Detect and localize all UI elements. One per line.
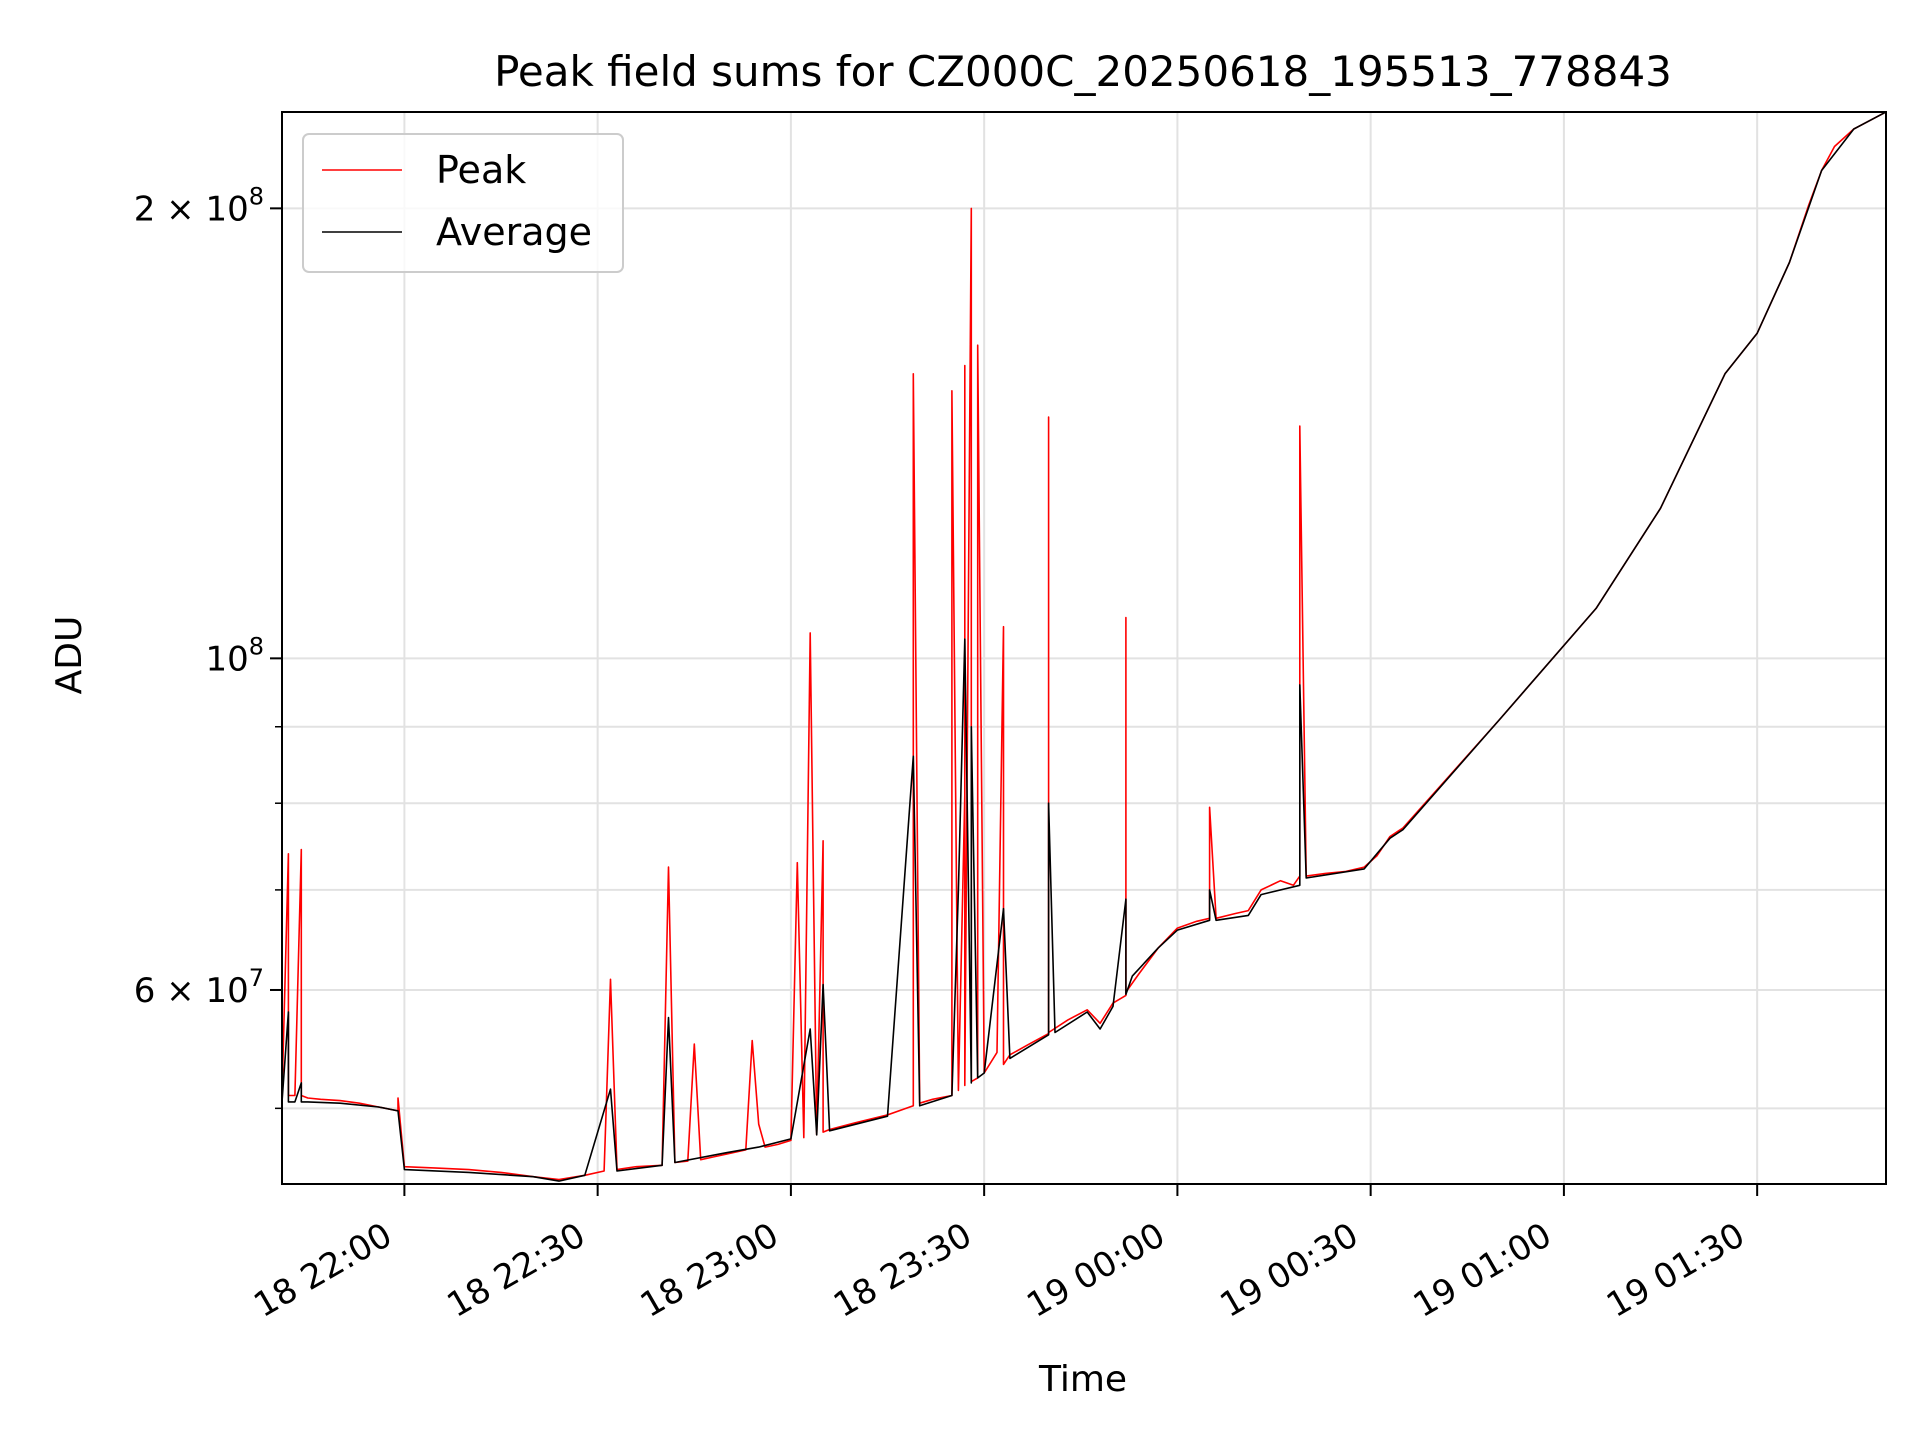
legend-label-peak: Peak [436, 148, 526, 192]
y-tick-label: 2 × 108 [134, 182, 264, 229]
y-tick-label-base: 6 × 10 [134, 971, 249, 1011]
series-layer [282, 112, 1886, 1182]
y-tick-label-base: 10 [205, 639, 248, 679]
y-tick-label-exponent: 7 [249, 964, 264, 992]
chart-title: Peak field sums for CZ000C_20250618_1955… [494, 47, 1672, 96]
y-tick-label-exponent: 8 [249, 632, 264, 660]
y-tick-label-base: 2 × 10 [134, 189, 249, 229]
legend-box [302, 133, 624, 273]
y-axis-title: ADU [49, 616, 90, 695]
grid [282, 112, 1886, 1184]
legend-label-average: Average [436, 210, 592, 254]
series-line-average [282, 112, 1886, 1182]
y-tick-label-exponent: 8 [249, 182, 264, 210]
y-tick-label: 6 × 107 [134, 964, 264, 1011]
legend: Peak Average [302, 133, 624, 273]
x-axis-title: Time [1038, 1359, 1127, 1400]
series-line-peak [282, 112, 1886, 1181]
plot-frame [281, 111, 1887, 1185]
y-tick-label: 108 [205, 632, 264, 679]
